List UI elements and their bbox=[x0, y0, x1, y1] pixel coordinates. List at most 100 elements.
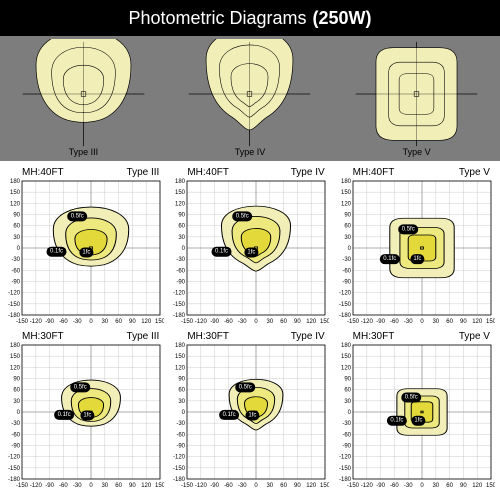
svg-text:30: 30 bbox=[179, 399, 186, 405]
svg-text:30: 30 bbox=[267, 319, 274, 325]
svg-text:0: 0 bbox=[420, 483, 424, 489]
svg-text:30: 30 bbox=[13, 235, 20, 241]
top-diagram-type3: Type III bbox=[6, 39, 161, 159]
svg-text:120: 120 bbox=[472, 483, 483, 489]
svg-text:0.1fc: 0.1fc bbox=[215, 249, 228, 255]
svg-text:60: 60 bbox=[344, 388, 351, 394]
svg-text:1fc: 1fc bbox=[248, 249, 256, 255]
svg-text:120: 120 bbox=[10, 201, 21, 207]
svg-text:90: 90 bbox=[294, 319, 301, 325]
svg-text:-90: -90 bbox=[177, 280, 186, 286]
svg-text:150: 150 bbox=[486, 483, 495, 489]
svg-text:150: 150 bbox=[10, 190, 21, 196]
svg-text:120: 120 bbox=[341, 201, 352, 207]
svg-text:0: 0 bbox=[89, 483, 93, 489]
svg-text:60: 60 bbox=[115, 319, 122, 325]
svg-text:180: 180 bbox=[175, 343, 186, 349]
chart-type-label: Type III bbox=[127, 331, 160, 342]
chart-type3-30: MH:30FTType III0.1fc0.5fc1fc-150-120-90-… bbox=[4, 331, 165, 491]
svg-text:-60: -60 bbox=[11, 268, 20, 274]
top-diagram-type4: Type IV bbox=[172, 39, 327, 159]
svg-text:-30: -30 bbox=[404, 319, 413, 325]
chart-type4-40: MH:40FTType IV0.1fc0.5fc1fc-150-120-90-6… bbox=[169, 167, 330, 327]
svg-text:30: 30 bbox=[267, 483, 274, 489]
top-diagram-label: Type V bbox=[403, 147, 431, 157]
svg-text:120: 120 bbox=[341, 365, 352, 371]
svg-text:-150: -150 bbox=[339, 302, 352, 308]
chart-type-label: Type IV bbox=[291, 167, 325, 178]
svg-text:90: 90 bbox=[460, 319, 467, 325]
top-diagram-label: Type III bbox=[69, 147, 99, 157]
svg-text:180: 180 bbox=[10, 343, 21, 349]
svg-text:-90: -90 bbox=[211, 483, 220, 489]
svg-text:-30: -30 bbox=[342, 257, 351, 263]
svg-text:0: 0 bbox=[182, 410, 186, 416]
svg-text:0.1fc: 0.1fc bbox=[58, 412, 71, 418]
svg-text:-60: -60 bbox=[342, 268, 351, 274]
svg-text:120: 120 bbox=[175, 201, 186, 207]
svg-text:120: 120 bbox=[141, 319, 152, 325]
chart-type-label: Type III bbox=[127, 167, 160, 178]
svg-text:0: 0 bbox=[347, 246, 351, 252]
svg-text:-120: -120 bbox=[360, 483, 373, 489]
svg-text:150: 150 bbox=[486, 319, 495, 325]
header: Photometric Diagrams (250W) bbox=[0, 0, 500, 36]
svg-text:-90: -90 bbox=[45, 319, 54, 325]
svg-text:90: 90 bbox=[294, 483, 301, 489]
svg-text:-90: -90 bbox=[11, 444, 20, 450]
svg-text:30: 30 bbox=[101, 483, 108, 489]
chart-type-label: Type V bbox=[459, 167, 490, 178]
svg-text:180: 180 bbox=[175, 179, 186, 185]
svg-text:30: 30 bbox=[179, 235, 186, 241]
svg-text:-150: -150 bbox=[16, 319, 29, 325]
svg-text:-30: -30 bbox=[238, 483, 247, 489]
svg-text:90: 90 bbox=[179, 377, 186, 383]
svg-text:0: 0 bbox=[347, 410, 351, 416]
svg-text:150: 150 bbox=[175, 190, 186, 196]
chart-type3-40: MH:40FTType III0.1fc0.5fc1fc-150-120-90-… bbox=[4, 167, 165, 327]
svg-text:-150: -150 bbox=[8, 466, 21, 472]
svg-text:150: 150 bbox=[341, 354, 352, 360]
svg-text:-60: -60 bbox=[177, 268, 186, 274]
svg-text:0.1fc: 0.1fc bbox=[50, 249, 63, 255]
svg-text:-180: -180 bbox=[8, 313, 21, 319]
svg-text:-30: -30 bbox=[73, 483, 82, 489]
svg-text:180: 180 bbox=[341, 179, 352, 185]
svg-text:-120: -120 bbox=[173, 455, 186, 461]
svg-text:60: 60 bbox=[446, 483, 453, 489]
svg-text:150: 150 bbox=[155, 483, 164, 489]
svg-text:60: 60 bbox=[13, 388, 20, 394]
svg-text:-150: -150 bbox=[181, 483, 194, 489]
svg-text:-120: -120 bbox=[30, 483, 43, 489]
svg-text:0.1fc: 0.1fc bbox=[390, 418, 403, 424]
chart-mh-label: MH:40FT bbox=[22, 167, 64, 178]
svg-text:-30: -30 bbox=[342, 421, 351, 427]
svg-text:30: 30 bbox=[432, 483, 439, 489]
svg-text:-150: -150 bbox=[347, 483, 360, 489]
svg-text:30: 30 bbox=[344, 399, 351, 405]
svg-text:-150: -150 bbox=[347, 319, 360, 325]
svg-text:-180: -180 bbox=[339, 313, 352, 319]
svg-text:-120: -120 bbox=[339, 455, 352, 461]
top-diagram-label: Type IV bbox=[235, 147, 266, 157]
svg-text:-60: -60 bbox=[177, 432, 186, 438]
svg-text:1fc: 1fc bbox=[249, 412, 257, 418]
svg-text:0: 0 bbox=[420, 319, 424, 325]
svg-text:-120: -120 bbox=[195, 483, 208, 489]
svg-text:30: 30 bbox=[13, 399, 20, 405]
svg-text:-30: -30 bbox=[177, 421, 186, 427]
svg-text:90: 90 bbox=[129, 319, 136, 325]
svg-text:-90: -90 bbox=[342, 444, 351, 450]
svg-text:90: 90 bbox=[344, 213, 351, 219]
svg-text:150: 150 bbox=[175, 354, 186, 360]
svg-text:0.5fc: 0.5fc bbox=[401, 226, 414, 232]
svg-text:-180: -180 bbox=[173, 477, 186, 483]
chart-mh-label: MH:30FT bbox=[353, 331, 395, 342]
chart-mh-label: MH:30FT bbox=[22, 331, 64, 342]
svg-text:-90: -90 bbox=[342, 280, 351, 286]
svg-text:60: 60 bbox=[344, 224, 351, 230]
svg-text:-150: -150 bbox=[181, 319, 194, 325]
chart-type5-40: MH:40FTType V0.1fc0.5fc1fc-150-120-90-60… bbox=[335, 167, 496, 327]
svg-text:150: 150 bbox=[320, 483, 329, 489]
svg-text:1fc: 1fc bbox=[83, 412, 91, 418]
